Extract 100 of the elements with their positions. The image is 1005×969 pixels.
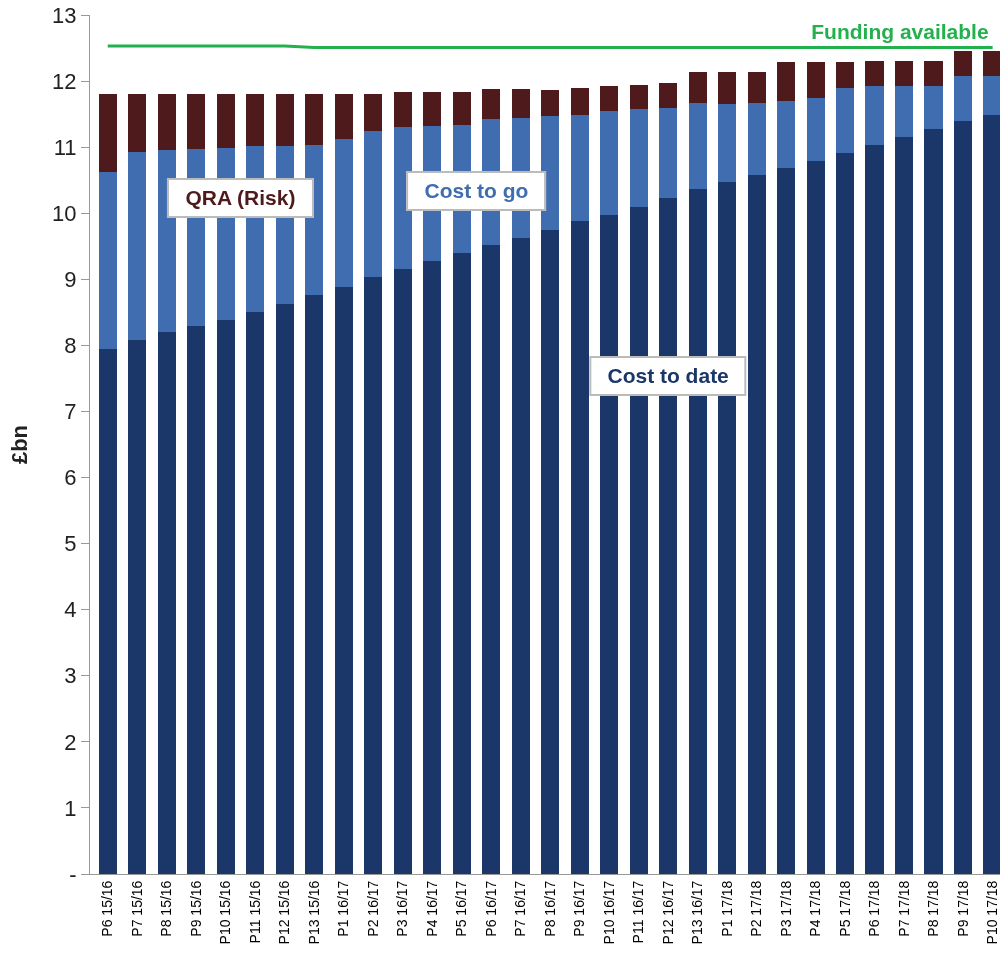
bar bbox=[187, 94, 206, 150]
bar bbox=[953, 75, 973, 122]
x-tick-label: P2 16/17 bbox=[364, 880, 381, 937]
bar bbox=[393, 268, 412, 874]
bar bbox=[806, 98, 825, 162]
x-tick-label: P9 16/17 bbox=[571, 880, 588, 937]
x-tick-label: P5 17/18 bbox=[836, 880, 853, 937]
series-label: Funding available bbox=[807, 20, 993, 45]
x-tick-label: P8 15/16 bbox=[158, 880, 175, 937]
x-tick-label: P6 16/17 bbox=[482, 880, 499, 937]
bar bbox=[688, 72, 707, 103]
y-tick-label: 8 bbox=[64, 333, 77, 359]
series-label: QRA (Risk) bbox=[167, 177, 314, 218]
bar bbox=[953, 121, 973, 874]
x-tick-label: P8 16/17 bbox=[541, 880, 558, 937]
bar bbox=[98, 348, 117, 874]
bar bbox=[334, 139, 353, 287]
y-tick-label: 7 bbox=[64, 399, 77, 425]
x-tick-label: P12 16/17 bbox=[659, 880, 676, 945]
x-tick-label: P7 16/17 bbox=[512, 880, 529, 937]
bar bbox=[835, 87, 855, 154]
x-tick-label: P1 16/17 bbox=[335, 880, 352, 937]
bar bbox=[983, 114, 1000, 874]
y-tick-label: 9 bbox=[64, 267, 77, 293]
x-tick-label: P3 17/18 bbox=[777, 880, 794, 937]
x-tick-label: P9 15/16 bbox=[187, 880, 204, 937]
series-label: Cost to date bbox=[589, 355, 747, 396]
bar bbox=[246, 94, 265, 146]
x-tick-label: P1 17/18 bbox=[718, 880, 735, 937]
bar bbox=[865, 145, 884, 874]
x-tick-label: P10 17/18 bbox=[984, 880, 1001, 945]
bar bbox=[894, 86, 914, 138]
x-tick-label: P4 16/17 bbox=[423, 880, 440, 937]
bar bbox=[983, 50, 1000, 76]
bar bbox=[423, 92, 442, 127]
x-tick-label: P5 16/17 bbox=[453, 880, 470, 937]
x-tick-label: P6 15/16 bbox=[99, 880, 116, 937]
bar bbox=[894, 60, 914, 87]
bar bbox=[865, 86, 884, 146]
y-tick-label: 13 bbox=[52, 2, 77, 28]
bar bbox=[364, 277, 383, 874]
bar bbox=[364, 93, 383, 132]
bar bbox=[128, 151, 147, 341]
x-tick-label: P4 17/18 bbox=[807, 880, 824, 937]
bar bbox=[334, 286, 353, 874]
bar bbox=[393, 92, 412, 128]
x-tick-label: P11 16/17 bbox=[630, 880, 647, 944]
x-tick-label: P7 15/16 bbox=[128, 880, 145, 937]
bar bbox=[98, 172, 117, 349]
bar bbox=[305, 94, 324, 146]
bar bbox=[659, 83, 678, 109]
bar bbox=[983, 75, 1000, 115]
x-tick-label: P10 16/17 bbox=[600, 880, 617, 945]
x-tick-label: P11 15/16 bbox=[246, 880, 263, 944]
bar bbox=[541, 230, 560, 874]
bar bbox=[187, 325, 206, 874]
y-tick-label: 11 bbox=[53, 134, 77, 160]
y-tick-label: - bbox=[69, 861, 77, 887]
bar bbox=[275, 304, 294, 874]
bar bbox=[452, 92, 471, 125]
bar bbox=[246, 312, 265, 874]
bar bbox=[747, 72, 766, 103]
y-tick-label: 5 bbox=[64, 531, 77, 557]
bar bbox=[305, 295, 324, 874]
bar bbox=[629, 85, 648, 110]
bar bbox=[806, 61, 825, 99]
y-tick-label: 3 bbox=[64, 663, 77, 689]
bar bbox=[482, 89, 501, 120]
bar bbox=[953, 50, 973, 76]
bar bbox=[541, 89, 560, 117]
bar bbox=[275, 94, 294, 146]
bar bbox=[659, 198, 678, 874]
bar bbox=[570, 114, 589, 222]
x-tick-label: P10 15/16 bbox=[217, 880, 234, 945]
bar bbox=[157, 332, 176, 874]
bar bbox=[865, 60, 884, 87]
bar bbox=[806, 161, 825, 874]
bar bbox=[482, 244, 501, 874]
bar bbox=[600, 110, 619, 215]
bar bbox=[924, 129, 943, 874]
bar bbox=[128, 340, 147, 874]
x-tick-label: P12 15/16 bbox=[276, 880, 293, 945]
bar bbox=[777, 167, 796, 874]
bar bbox=[600, 86, 619, 111]
bar bbox=[629, 109, 648, 208]
x-tick-label: P3 16/17 bbox=[394, 880, 411, 937]
y-tick-label: 6 bbox=[64, 465, 77, 491]
bar bbox=[924, 86, 943, 130]
x-tick-label: P13 15/16 bbox=[305, 880, 322, 945]
y-axis-title: £bn bbox=[6, 424, 32, 465]
bar bbox=[747, 174, 766, 874]
y-tick-label: 4 bbox=[64, 597, 77, 623]
y-tick-label: 10 bbox=[52, 200, 77, 226]
bar bbox=[718, 103, 737, 182]
bar bbox=[835, 61, 855, 88]
bar bbox=[511, 237, 530, 874]
y-tick-label: 12 bbox=[52, 68, 77, 94]
y-tick-label: 2 bbox=[64, 729, 77, 755]
bar bbox=[334, 93, 353, 140]
bar bbox=[452, 252, 471, 874]
